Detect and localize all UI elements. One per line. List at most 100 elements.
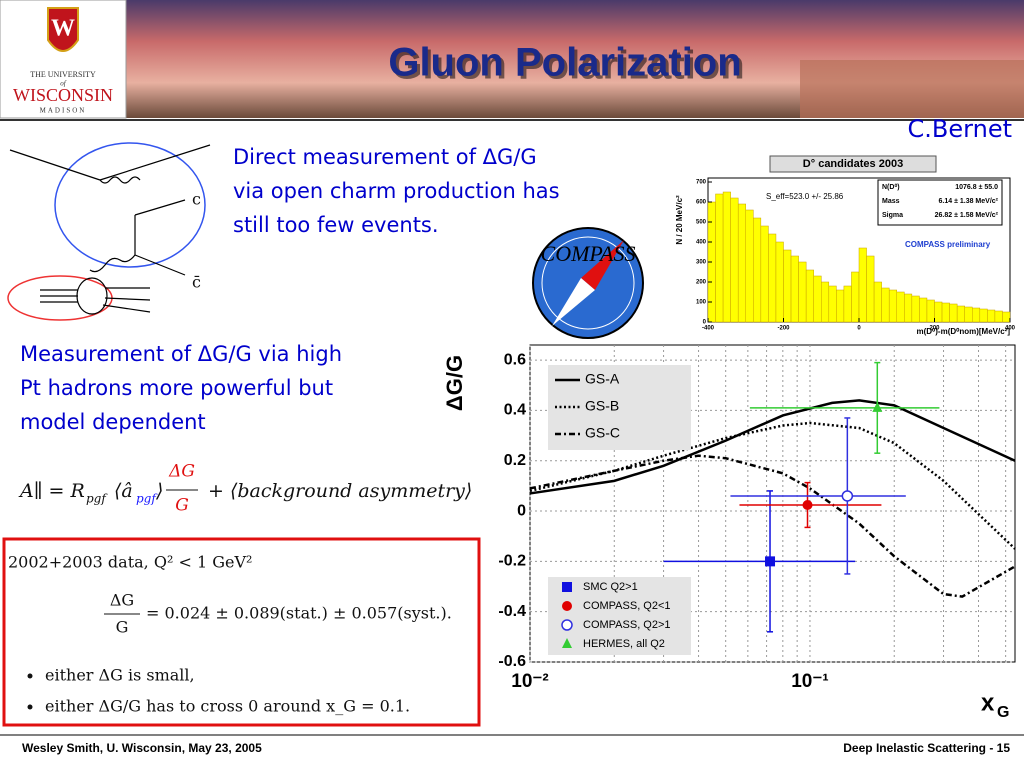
x-tick-label: -200: [777, 326, 790, 332]
histogram-bar: [896, 291, 905, 323]
text-line: Pt hadrons more powerful but: [20, 376, 333, 400]
bullet: [27, 704, 33, 710]
stats-name: Sigma: [882, 212, 903, 219]
marker: [561, 619, 573, 631]
y-tick-label: 300: [696, 260, 707, 266]
legend-label: GS-C: [585, 425, 620, 441]
histogram-bar: [715, 193, 724, 323]
stats-name: Mass: [882, 198, 900, 205]
result-heading: 2002+2003 data, Q² < 1 GeV²: [8, 553, 252, 572]
histogram-bar: [843, 285, 852, 323]
legend-label: COMPASS, Q2<1: [583, 600, 671, 612]
diagram-label: c: [192, 190, 201, 209]
y-tick-label: 100: [696, 300, 707, 306]
formula-part: ⟩: [155, 480, 163, 502]
formula-part: G: [175, 496, 189, 516]
histogram-bar: [994, 310, 1003, 323]
histogram-bar: [866, 255, 875, 323]
histogram-bar: [745, 209, 754, 323]
x-tick-label: -400: [702, 326, 715, 332]
result-box: [2, 537, 481, 727]
result-frac: ΔG: [110, 591, 134, 610]
x-axis-label-sub: G: [997, 704, 1009, 721]
histogram-bar: [753, 217, 762, 323]
histogram-bar: [1002, 311, 1011, 323]
hist-title: D° candidates 2003: [803, 158, 903, 170]
y-tick-label: 0: [517, 502, 526, 519]
histogram-bar: [858, 247, 867, 323]
histogram-bar: [775, 241, 784, 323]
logo-text: MADISON: [40, 107, 87, 115]
logo-text: THE UNIVERSITY: [30, 70, 96, 79]
marker: [802, 500, 813, 511]
logo-text: WISCONSIN: [13, 85, 113, 105]
histogram-bar: [949, 303, 958, 323]
text-line: model dependent: [20, 410, 206, 434]
histogram-bar: [768, 233, 777, 323]
y-tick-label: -0.6: [498, 653, 526, 670]
histogram-bar: [956, 305, 965, 323]
x-axis-label: m(D⁰)-m(D⁰nom)[MeV/c²]: [916, 327, 1010, 336]
histogram-bar: [934, 301, 943, 323]
marker: [765, 556, 776, 567]
diagram-label: c̄: [192, 273, 201, 292]
histogram-bar: [730, 197, 739, 323]
histogram-bar: [911, 295, 920, 323]
compass-needle: [552, 278, 595, 326]
marker: [562, 601, 572, 611]
marker: [841, 490, 854, 502]
y-tick-label: 0: [703, 320, 707, 326]
y-tick-label: -0.2: [498, 553, 526, 570]
building: [800, 60, 1024, 118]
histogram-bar: [979, 308, 988, 323]
crest: [47, 7, 79, 52]
bullet: [27, 673, 33, 679]
footer-right: Deep Inelastic Scattering - 15: [843, 741, 1010, 755]
histogram-bar: [851, 271, 860, 323]
feynman-diagram: [7, 142, 211, 321]
y-tick-label: 0.2: [504, 452, 526, 469]
legend-label: COMPASS, Q2>1: [583, 619, 671, 631]
stats-value: 6.14 ± 1.38 MeV/c²: [939, 198, 999, 205]
stats-value: 26.82 ± 1.58 MeV/c²: [935, 212, 999, 219]
x-tick-label: 0: [857, 326, 861, 332]
title-shadow: Gluon Polarization: [391, 44, 744, 88]
x-tick-label: 10⁻¹: [791, 671, 829, 692]
result-equation: = 0.024 ± 0.089(stat.) ± 0.057(syst.).: [146, 604, 452, 623]
y-axis-label: N / 20 MeV/c²: [675, 195, 684, 245]
histogram-bar: [873, 281, 882, 323]
curve: [529, 454, 1016, 598]
bullet-text: either ΔG is small,: [45, 666, 195, 685]
compass-ring: [541, 236, 635, 330]
x-tick-label: 400: [1005, 326, 1016, 332]
x-axis-label: x: [981, 689, 995, 716]
text-line: via open charm production has: [233, 179, 560, 203]
legend-label: HERMES, all Q2: [583, 638, 665, 650]
histogram-bar: [881, 287, 890, 323]
text-line: still too few events.: [233, 213, 439, 237]
legend-label: SMC Q2>1: [583, 581, 638, 593]
x-tick-label: 200: [929, 326, 940, 332]
marker: [562, 638, 572, 648]
annotation: COMPASS preliminary: [905, 240, 991, 249]
y-tick-label: 0.4: [504, 402, 526, 419]
logo-text: of: [60, 80, 67, 88]
curve: [529, 421, 1016, 550]
histogram-bar: [813, 275, 822, 323]
marker: [562, 582, 572, 592]
stats-value: 1076.8 ± 55.0: [955, 184, 998, 191]
histogram-bar: [919, 297, 928, 323]
formula-part: ΔG: [168, 462, 195, 482]
histogram-bar: [941, 302, 950, 323]
histogram-bar: [821, 281, 830, 323]
y-tick-label: 700: [696, 180, 707, 186]
formula-part: A∥ = R: [18, 480, 85, 502]
y-tick-label: 600: [696, 200, 707, 206]
text-line: Direct measurement of ΔG/G: [233, 145, 537, 169]
compass-needle: [581, 240, 624, 290]
y-tick-label: 0.6: [504, 351, 526, 368]
stats-box: [877, 179, 1003, 226]
y-axis-label: ΔG/G: [442, 355, 467, 411]
histogram-bar: [972, 307, 981, 323]
